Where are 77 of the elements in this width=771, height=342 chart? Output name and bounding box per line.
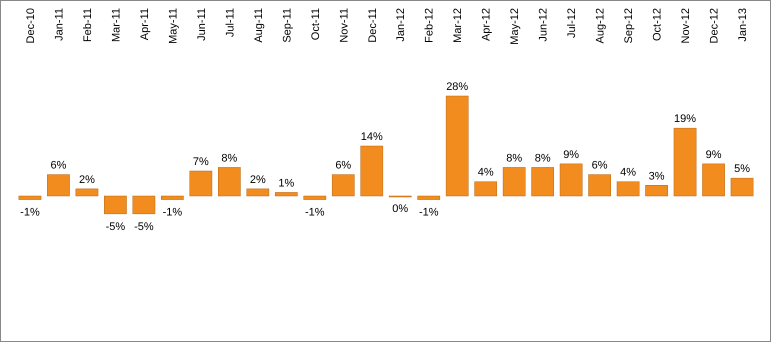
bar <box>47 174 70 196</box>
data-label: 14% <box>360 131 383 143</box>
data-label: 8% <box>534 152 551 164</box>
x-tick-label: Nov-11 <box>338 8 350 43</box>
data-label: -1% <box>162 206 182 219</box>
bar <box>218 167 241 196</box>
bar <box>417 196 440 200</box>
data-label: -5% <box>134 220 154 233</box>
data-label: 9% <box>706 148 722 161</box>
x-tick-label: Nov-12 <box>680 8 692 44</box>
x-tick-label: Jan-13 <box>737 8 750 42</box>
bar <box>531 167 554 196</box>
data-label: 6% <box>50 160 67 172</box>
bar <box>674 128 696 196</box>
bar <box>132 196 156 214</box>
bar <box>190 170 212 196</box>
x-tick-label: Apr-11 <box>138 8 151 40</box>
x-tick-label: Dec-12 <box>708 8 721 44</box>
bar <box>616 181 640 196</box>
data-label: 4% <box>478 166 494 179</box>
bar <box>560 164 582 196</box>
bar <box>246 188 270 196</box>
data-label: -1% <box>418 206 439 219</box>
bar <box>274 192 298 196</box>
data-label: 2% <box>78 174 96 186</box>
x-tick-label: May-12 <box>509 8 522 45</box>
data-label: 28% <box>446 81 468 93</box>
x-tick-label: Jul-11 <box>224 8 236 38</box>
bar <box>76 188 98 196</box>
bar <box>730 178 754 196</box>
bar <box>360 146 384 196</box>
bar <box>332 174 355 196</box>
bar <box>446 96 469 196</box>
data-label: 9% <box>563 148 580 161</box>
data-label: 6% <box>592 160 608 172</box>
data-label: 4% <box>620 166 636 179</box>
x-tick-label: Mar-12 <box>452 8 464 43</box>
bar <box>588 174 611 196</box>
bar <box>18 196 42 200</box>
x-tick-label: Apr-12 <box>480 8 493 42</box>
data-label: 6% <box>335 160 352 172</box>
x-tick-label: Dec-11 <box>366 8 379 43</box>
x-tick-label: Dec-10 <box>24 8 37 44</box>
x-tick-label: Feb-12 <box>424 8 436 43</box>
x-tick-label: Jun-11 <box>196 8 208 41</box>
x-tick-label: Aug-12 <box>594 8 607 44</box>
data-label: -5% <box>106 220 126 233</box>
data-label: 8% <box>506 152 522 164</box>
bar <box>502 167 526 196</box>
bar <box>645 185 668 196</box>
bar <box>303 196 326 200</box>
data-label: 19% <box>674 113 696 126</box>
bar <box>702 164 725 196</box>
data-label: 8% <box>221 152 238 164</box>
data-label: -1% <box>305 206 325 219</box>
x-tick-label: Oct-12 <box>652 8 664 42</box>
data-label: 1% <box>278 177 294 190</box>
x-tick-label: Oct-11 <box>310 8 322 40</box>
bar <box>161 196 184 200</box>
x-tick-label: Aug-11 <box>252 8 265 43</box>
data-label: 3% <box>648 170 665 182</box>
x-tick-label: Jun-12 <box>538 8 550 42</box>
x-tick-label: Jan-12 <box>395 8 408 42</box>
data-label: -1% <box>20 206 40 219</box>
x-tick-label: Sep-12 <box>623 8 636 44</box>
x-tick-label: Jul-12 <box>566 8 578 38</box>
data-label: 2% <box>250 174 266 186</box>
x-tick-label: May-11 <box>167 8 180 44</box>
bar <box>474 181 498 196</box>
x-tick-label: Sep-11 <box>281 8 294 43</box>
bar <box>104 196 127 214</box>
x-tick-label: Jan-11 <box>53 8 66 41</box>
data-label: 5% <box>734 163 750 176</box>
data-label: 7% <box>192 156 210 168</box>
x-tick-label: Feb-11 <box>82 8 94 42</box>
data-label: 0% <box>392 203 408 215</box>
x-tick-label: Mar-11 <box>110 8 122 42</box>
